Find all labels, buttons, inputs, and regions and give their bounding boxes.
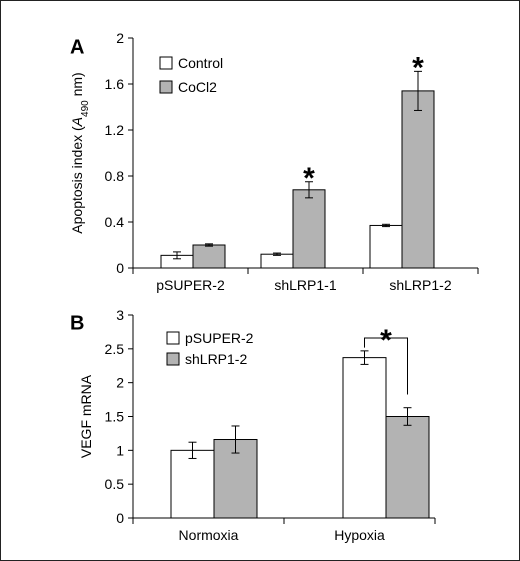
panel-a-bar-cocl2 bbox=[401, 90, 435, 269]
panel-a-x-tick-label: shLRP1-2 bbox=[389, 277, 451, 293]
panel-a-significance-star: * bbox=[412, 52, 424, 85]
panel-a-y-tick-label: 1.6 bbox=[105, 76, 125, 92]
panel-b-y-tick-label: 1.5 bbox=[105, 409, 125, 425]
panel-a-bar-control bbox=[369, 224, 403, 269]
panel-b-y-tick-label: 1 bbox=[116, 442, 124, 458]
panel-a-bar-control bbox=[260, 253, 294, 269]
panel-a-bar-cocl2 bbox=[192, 244, 226, 269]
panel-b-y-tick-label: 2.5 bbox=[105, 341, 125, 357]
panel-a-y-tick-label: 0 bbox=[116, 260, 124, 276]
panel-b-bar-psuper-2 bbox=[342, 357, 387, 519]
panel-b-significance-bracket bbox=[364, 337, 408, 395]
panel-b-label: B bbox=[70, 313, 84, 335]
panel-b-legend-swatch bbox=[166, 331, 180, 345]
panel-b-y-tick-label: 3 bbox=[116, 307, 124, 323]
panel-b-y-tick-label: 2 bbox=[116, 375, 124, 391]
panel-a-y-axis-title: Apoptosis index (A490 nm) bbox=[69, 72, 91, 233]
panel-b-x-tick-label: Hypoxia bbox=[334, 527, 385, 543]
panel-a-x-tick-label: pSUPER-2 bbox=[156, 277, 225, 293]
panel-b-x-tick-label: Normoxia bbox=[179, 527, 239, 543]
panel-a-bar-cocl2 bbox=[292, 189, 326, 269]
panel-a-x-tick-label: shLRP1-1 bbox=[274, 277, 336, 293]
panel-a-y-tick-label: 0.8 bbox=[105, 168, 125, 184]
panel-a-legend-swatch bbox=[159, 56, 173, 70]
panel-b-legend-label: shLRP1-2 bbox=[185, 351, 247, 367]
panel-a-significance-star: * bbox=[303, 162, 315, 195]
panel-b-bar-psuper-2 bbox=[170, 449, 215, 519]
panel-b-legend-swatch bbox=[166, 352, 180, 366]
panel-a-label: A bbox=[70, 37, 84, 59]
panel-b-y-axis-title: VEGF mRNA bbox=[78, 374, 94, 458]
panel-b-bar-shlrp1-2 bbox=[385, 416, 430, 519]
panel-b-y-tick-label: 0.5 bbox=[105, 476, 125, 492]
panel-b-y-tick-label: 0 bbox=[116, 510, 124, 526]
panel-a-y-tick-label: 1.2 bbox=[105, 122, 125, 138]
panel-a-legend-swatch bbox=[159, 80, 173, 94]
panel-a-legend-label: Control bbox=[178, 55, 223, 71]
panel-a-y-tick-label: 2 bbox=[116, 30, 124, 46]
panel-b-significance-star: * bbox=[380, 324, 392, 357]
panel-b-legend-label: pSUPER-2 bbox=[185, 330, 254, 346]
panel-a-y-tick-label: 0.4 bbox=[105, 214, 125, 230]
panel-a-legend-label: CoCl2 bbox=[178, 79, 217, 95]
